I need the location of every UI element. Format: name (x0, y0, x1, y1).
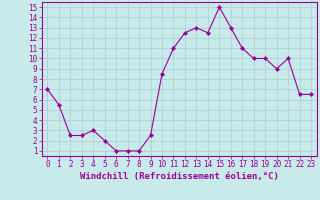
X-axis label: Windchill (Refroidissement éolien,°C): Windchill (Refroidissement éolien,°C) (80, 172, 279, 181)
